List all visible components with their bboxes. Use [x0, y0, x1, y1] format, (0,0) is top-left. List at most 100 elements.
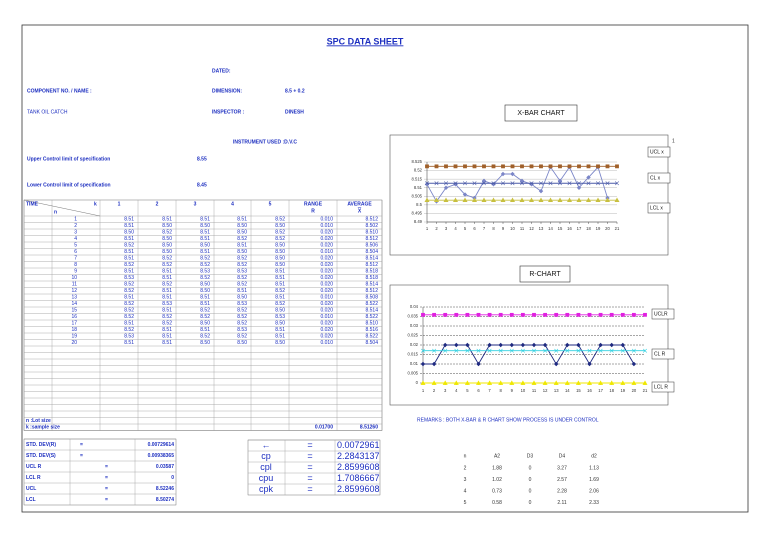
point: [585, 197, 592, 203]
stat-label: LCL: [26, 497, 36, 503]
constants-cell: 1.13: [589, 465, 599, 471]
cell-value: 8.518: [365, 269, 378, 275]
cell-value: 8.50: [275, 262, 285, 268]
point: [443, 348, 448, 353]
x-tick-label: 1: [422, 388, 425, 393]
x-tick-label: 6: [473, 226, 476, 231]
point: [614, 197, 620, 203]
column-label: 3: [194, 201, 197, 207]
constants-cell: 1.69: [589, 477, 599, 483]
cell-value: 8.514: [365, 308, 378, 314]
point: [452, 197, 459, 203]
cell-value: 8.52: [275, 301, 285, 307]
cell-value: 8.52: [200, 314, 210, 320]
y-tick-label: 8.515: [412, 176, 423, 181]
point: [520, 342, 526, 348]
point: [564, 380, 570, 385]
point: [471, 197, 478, 203]
point: [454, 348, 459, 353]
point: [586, 380, 593, 385]
stat-label: LCL R: [26, 475, 41, 481]
constants-cell: 2.57: [557, 477, 567, 483]
cell-value: 0.020: [320, 243, 333, 249]
x-tick-label: 18: [586, 226, 591, 231]
total-range: 0.01700: [315, 425, 333, 431]
average-symbol: X: [358, 208, 362, 214]
cell-value: 8.51: [124, 321, 134, 327]
point: [577, 164, 581, 169]
point: [454, 312, 459, 317]
row-number: 12: [71, 288, 77, 294]
cell-value: 8.51: [275, 327, 285, 333]
time-label: TIME: [26, 201, 39, 207]
point: [420, 361, 426, 367]
cell-value: 8.50: [200, 288, 210, 294]
point: [557, 181, 563, 186]
x-tick-label: 16: [567, 226, 572, 231]
point: [482, 164, 486, 169]
constants-cell: 4: [464, 488, 467, 494]
cell-value: 8.51: [124, 223, 134, 229]
cell-value: 8.51: [275, 295, 285, 301]
row-number: 8: [74, 262, 77, 268]
point: [557, 178, 563, 184]
cell-value: 8.506: [365, 243, 378, 249]
cell-value: 8.51: [124, 340, 134, 346]
constants-cell: 0.58: [492, 500, 502, 506]
point: [498, 348, 503, 353]
row-number: 3: [74, 230, 77, 236]
cell-value: 8.52: [200, 256, 210, 262]
point: [587, 361, 592, 367]
point: [487, 312, 492, 317]
cell-value: 8.53: [237, 269, 247, 275]
y-tick-label: 8.51: [414, 185, 423, 190]
point: [620, 312, 625, 317]
column-label: 2: [156, 201, 159, 207]
x-tick-label: 14: [548, 226, 553, 231]
cell-value: 8.52: [162, 321, 172, 327]
y-tick-label: 0: [416, 380, 419, 385]
constants-cell: 0: [529, 465, 532, 471]
cell-value: 8.51: [275, 269, 285, 275]
x-tick-label: 16: [587, 388, 592, 393]
cell-value: 8.52: [200, 334, 210, 340]
cell-value: 8.50: [237, 230, 247, 236]
row-number: 1: [74, 217, 77, 223]
cell-value: 8.508: [365, 295, 378, 301]
cell-value: 8.51: [162, 327, 172, 333]
y-tick-label: 0.035: [408, 314, 419, 319]
x-tick-label: 5: [464, 226, 467, 231]
cell-value: 8.51: [124, 256, 134, 262]
row-number: 20: [71, 340, 77, 346]
cell-value: 8.51: [124, 217, 134, 223]
point: [539, 164, 543, 169]
point: [532, 312, 536, 317]
legend-label: UCL x: [650, 149, 664, 155]
x-tick-label: 3: [444, 388, 447, 393]
point: [609, 342, 614, 348]
point: [463, 164, 467, 169]
point: [519, 197, 525, 203]
point: [538, 181, 544, 186]
point: [472, 164, 477, 169]
constants-header: n: [464, 453, 467, 459]
y-tick-label: 8.5: [416, 202, 422, 207]
cell-value: 8.51: [124, 236, 134, 242]
cell-value: 8.51: [200, 217, 210, 223]
stat-eq: =: [80, 453, 83, 459]
point: [576, 312, 581, 317]
point: [565, 342, 570, 348]
x-tick-label: 1: [426, 226, 429, 231]
row-number: 9: [74, 269, 77, 275]
cell-value: 8.51: [162, 288, 172, 294]
x-tick-label: 4: [455, 388, 458, 393]
point: [596, 164, 600, 169]
cell-value: 8.522: [365, 334, 378, 340]
cell-value: 8.52: [237, 308, 247, 314]
sample-size-label: k :sample size: [26, 425, 60, 431]
column-label: 5: [269, 201, 272, 207]
capability-label: cp: [261, 451, 271, 461]
cell-value: 8.53: [162, 301, 172, 307]
cell-value: 8.52: [162, 262, 172, 268]
y-tick-label: 8.49: [414, 219, 423, 224]
